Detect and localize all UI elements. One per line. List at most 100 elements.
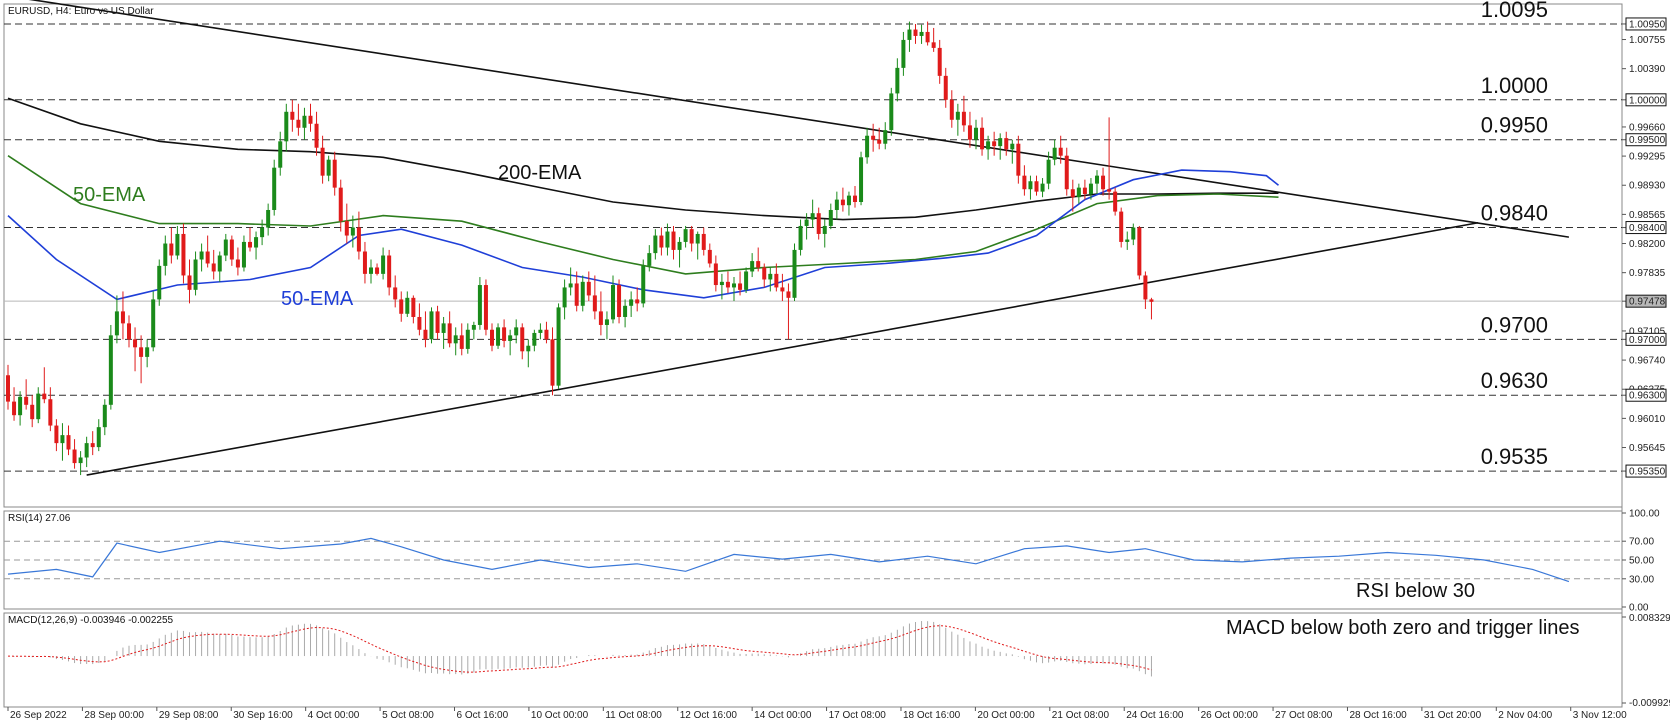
candle-body (1040, 183, 1045, 192)
candle-body (199, 251, 204, 260)
candle-body (108, 335, 113, 405)
time-tick-label: 27 Oct 08:00 (1275, 710, 1333, 721)
level-label: 0.9950 (1481, 113, 1548, 138)
candle-body (598, 311, 603, 325)
candle-body (1131, 227, 1136, 240)
candle-body (423, 329, 428, 340)
price-tick-label: 1.00950 (1629, 19, 1666, 30)
macd-panel: 0.008329 -0.009929 (7, 613, 1670, 709)
candle-body (853, 195, 857, 203)
price-tick-label: 0.96300 (1629, 391, 1666, 402)
candle-body (604, 319, 609, 325)
price-axis: 1.00950 1.00755 1.00390 1.00000 0.99660 0.995… (1622, 17, 1667, 478)
candle-body (48, 399, 53, 426)
candle-body (1119, 211, 1124, 242)
candle-body (1113, 191, 1118, 212)
support-resistance-levels (4, 23, 1622, 472)
candle-body (943, 75, 948, 100)
candle-body (961, 111, 966, 126)
time-tick-label: 30 Sep 16:00 (233, 710, 293, 721)
candle-body (96, 427, 101, 448)
candle-body (266, 209, 271, 228)
rsi-tick-label: 30.00 (1629, 574, 1654, 585)
candle-body (175, 233, 180, 256)
candle-body (514, 327, 519, 336)
candle-body (955, 111, 960, 120)
time-tick-label: 3 Nov 12:00 (1573, 710, 1627, 721)
candle-body (768, 273, 773, 280)
candle-body (459, 335, 464, 349)
macd-header: MACD(12,26,9) -0.003946 -0.002255 (8, 615, 174, 626)
candlesticks (6, 21, 1154, 476)
candle-body (102, 404, 107, 428)
candle-body (241, 241, 246, 268)
price-tick-label: 0.99660 (1629, 122, 1666, 133)
price-tick-label: 0.99500 (1629, 135, 1666, 146)
candle-body (42, 393, 47, 400)
candle-body (1076, 187, 1081, 198)
candle-body (713, 263, 718, 286)
candle-body (54, 425, 59, 444)
price-tick-label: 0.97000 (1629, 335, 1666, 346)
candle-body (369, 267, 373, 274)
candle-body (399, 299, 404, 314)
candle-body (235, 259, 240, 268)
candle-body (671, 231, 676, 250)
price-tick-label: 0.99295 (1629, 152, 1666, 163)
candle-body (683, 229, 688, 242)
candle-body (949, 99, 954, 120)
candle-body (659, 235, 664, 248)
candle-body (780, 287, 785, 292)
macd-axis-bottom: -0.009929 (1629, 698, 1670, 709)
trendlines (28, 0, 1570, 476)
candle-body (157, 265, 162, 300)
rsi-tick-label: 0.00 (1629, 603, 1649, 614)
candle-body (254, 237, 259, 248)
time-tick-label: 6 Oct 16:00 (456, 710, 508, 721)
price-tick-label: 0.97105 (1629, 326, 1666, 337)
candle-body (1058, 147, 1063, 156)
candle-body (211, 263, 216, 272)
price-tick-label: 0.95645 (1629, 443, 1666, 454)
candle-body (834, 199, 839, 210)
candle-body (169, 243, 174, 256)
level-labels: 1.0095 1.0000 0.9950 0.9840 0.9700 0.9630 0.95… (1481, 0, 1548, 469)
candle-body (937, 47, 942, 76)
candle-body (1004, 138, 1009, 150)
candle-body (163, 243, 168, 266)
candle-body (1125, 239, 1130, 242)
candle-body (338, 187, 343, 222)
price-tag-box (1625, 332, 1667, 346)
macd-annotation: MACD below both zero and trigger lines (1226, 617, 1580, 639)
candle-body (707, 249, 712, 264)
candle-body (617, 285, 622, 317)
candle-body (925, 31, 930, 43)
time-tick-label: 28 Oct 16:00 (1349, 710, 1407, 721)
candle-body (145, 347, 150, 357)
time-tick-label: 5 Oct 08:00 (382, 710, 434, 721)
ema200-line (7, 97, 1279, 221)
candle-body (60, 435, 65, 444)
candle-body (12, 401, 17, 416)
candle-body (816, 213, 821, 234)
candle-body (344, 221, 349, 236)
price-tick-label: 1.00755 (1629, 35, 1666, 46)
time-tick-label: 24 Oct 16:00 (1126, 710, 1184, 721)
time-tick-label: 17 Oct 08:00 (829, 710, 887, 721)
candle-body (629, 299, 634, 306)
candle-body (895, 67, 900, 94)
candle-body (114, 311, 119, 336)
candle-body (1143, 275, 1148, 300)
candle-body (1022, 175, 1027, 190)
candle-body (822, 225, 827, 234)
ema50-green-line (7, 155, 1279, 275)
candle-body (1137, 227, 1142, 276)
candle-body (332, 159, 337, 188)
price-tag-box (1625, 294, 1667, 308)
time-tick-label: 26 Sep 2022 (10, 710, 67, 721)
candle-body (490, 329, 494, 346)
candle-body (387, 255, 392, 288)
price-tick-label: 0.98200 (1629, 239, 1666, 250)
candle-body (992, 141, 997, 147)
